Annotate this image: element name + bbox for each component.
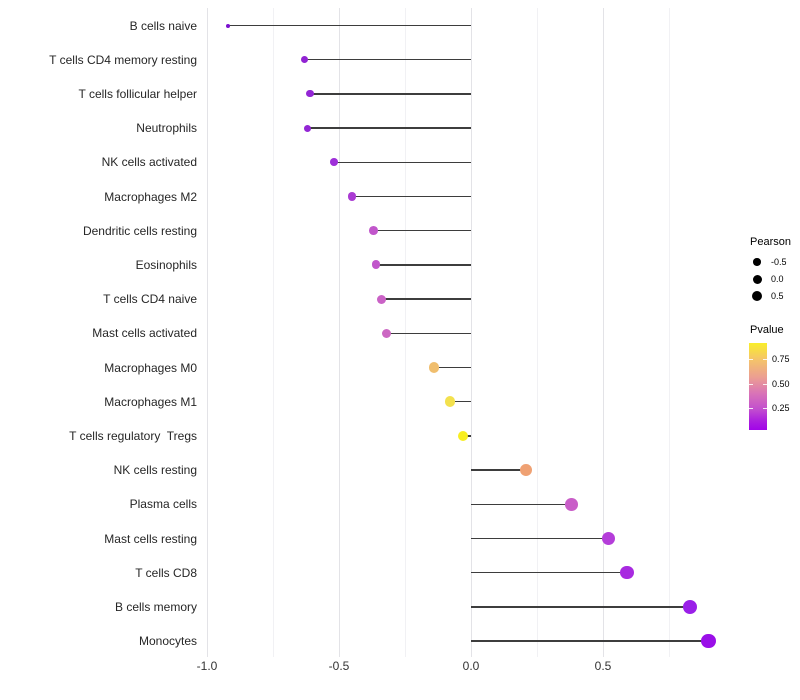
lollipop-stem	[386, 332, 471, 335]
gridline-major	[338, 8, 340, 657]
legend-size-label: 0.0	[771, 274, 784, 285]
colorbar-tick	[763, 359, 767, 361]
lollipop-dot	[303, 124, 311, 132]
lollipop-stem	[434, 366, 471, 369]
legend-size-label: 0.5	[771, 291, 784, 302]
legend-size-dot	[753, 258, 761, 266]
y-axis-label: Mast cells activated	[92, 326, 197, 341]
gridline-major	[470, 8, 472, 657]
lollipop-dot	[226, 23, 231, 28]
y-axis-label: Plasma cells	[129, 497, 197, 512]
gridline-minor	[404, 8, 406, 657]
colorbar-tick-label: 0.25	[772, 403, 790, 414]
lollipop-stem	[381, 298, 471, 300]
legend-size-label: -0.5	[771, 257, 787, 267]
lollipop-dot	[348, 192, 357, 201]
lollipop-dot	[368, 226, 378, 236]
lollipop-stem	[373, 229, 471, 232]
gridline-major	[206, 8, 208, 657]
x-axis-tick-label: -1.0	[196, 659, 218, 673]
lollipop-stem	[228, 24, 471, 27]
y-axis-label: Eosinophils	[135, 257, 197, 272]
lollipop-stem	[471, 606, 691, 608]
y-axis-label: Macrophages M0	[104, 360, 197, 375]
lollipop-dot	[682, 599, 698, 615]
y-axis-label: B cells memory	[114, 599, 197, 614]
lollipop-dot	[701, 633, 716, 649]
x-axis-tick-label: 0.0	[462, 659, 480, 673]
lollipop-dot	[601, 531, 615, 546]
colorbar-tick	[749, 359, 753, 361]
y-axis-label: NK cells activated	[101, 155, 197, 170]
lollipop-dot	[376, 294, 386, 304]
y-axis-label: Neutrophils	[136, 121, 197, 136]
lollipop-stem	[471, 469, 527, 471]
y-axis-label: T cells CD4 naive	[103, 292, 197, 307]
lollipop-stem	[471, 640, 709, 642]
lollipop-stem	[307, 127, 471, 129]
gridline-minor	[668, 8, 670, 657]
legend-size-dot	[751, 291, 763, 302]
colorbar-tick	[763, 383, 767, 385]
y-axis-label: Macrophages M1	[104, 394, 197, 409]
y-axis-label: Macrophages M2	[104, 189, 197, 204]
legend-size-title: Pearson	[750, 236, 791, 248]
y-axis-label: T cells CD8	[135, 565, 197, 580]
lollipop-stem	[352, 195, 471, 198]
lollipop-stem	[471, 503, 572, 506]
lollipop-stem	[375, 264, 471, 266]
y-axis-label: T cells CD4 memory resting	[49, 52, 197, 67]
y-axis-label: T cells regulatory Tregs	[69, 428, 197, 443]
lollipop-stem	[471, 537, 609, 540]
x-axis-tick-label: -0.5	[328, 659, 350, 673]
lollipop-dot	[381, 328, 392, 338]
pvalue-colorbar	[749, 343, 767, 430]
lollipop-stem	[449, 400, 471, 403]
gridline-major	[602, 8, 604, 657]
lollipop-dot	[301, 56, 309, 64]
lollipop-dot	[520, 464, 533, 477]
y-axis-label: NK cells resting	[113, 463, 197, 478]
lollipop-dot	[457, 430, 469, 442]
colorbar-tick	[749, 383, 753, 385]
legend-size-dot	[752, 274, 762, 284]
y-axis-label: B cells naive	[129, 18, 197, 33]
lollipop-dot	[371, 260, 381, 270]
y-axis-label: Monocytes	[138, 634, 197, 649]
gridline-minor	[272, 8, 274, 657]
lollipop-stem	[471, 571, 627, 574]
lollipop-stem	[333, 161, 471, 164]
lollipop-dot	[444, 396, 456, 407]
colorbar-tick	[749, 408, 753, 410]
colorbar-tick-label: 0.50	[772, 378, 790, 389]
x-axis-tick-label: 0.5	[594, 659, 612, 673]
colorbar-tick	[763, 408, 767, 410]
lollipop-dot	[329, 158, 338, 167]
gridline-minor	[536, 8, 538, 657]
lollipop-dot	[619, 565, 634, 580]
y-axis-label: T cells follicular helper	[78, 86, 198, 101]
lollipop-dot	[564, 497, 578, 511]
y-axis-label: Mast cells resting	[104, 531, 197, 546]
legend-color-title: Pvalue	[750, 324, 784, 336]
lollipop-stem	[304, 58, 471, 61]
y-axis-label: Dendritic cells resting	[82, 223, 197, 238]
lollipop-dot	[428, 362, 440, 373]
colorbar-tick-label: 0.75	[772, 354, 790, 365]
lollipop-stem	[309, 93, 471, 95]
lollipop-dot	[306, 90, 314, 98]
